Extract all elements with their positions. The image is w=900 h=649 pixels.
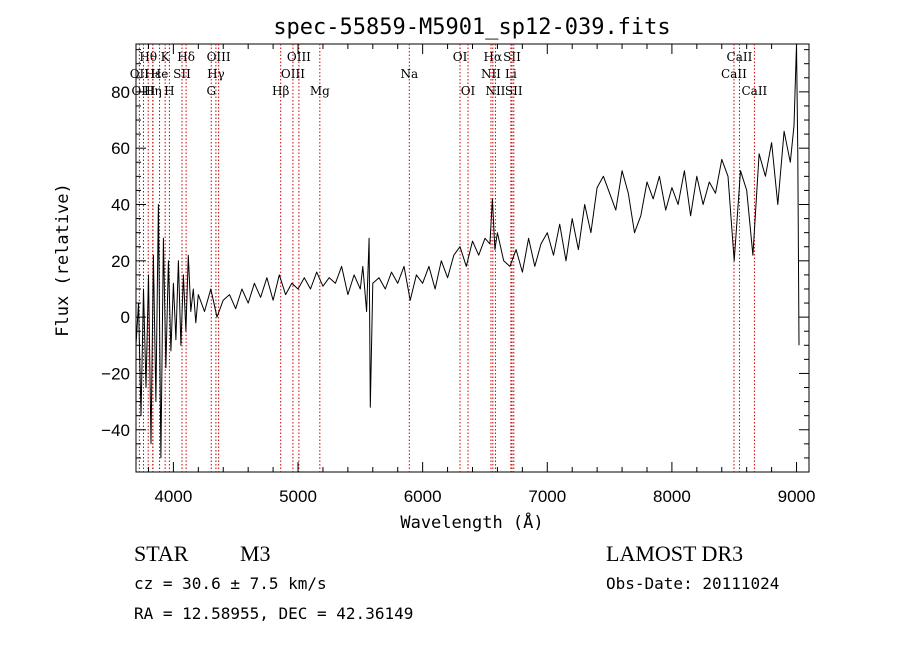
spectral-line-label: SII [173,67,191,81]
y-tick-label: 80 [111,83,130,102]
redshift-cz: cz = 30.6 ± 7.5 km/s [134,574,327,593]
spectral-line-label: Hε [144,67,161,81]
spectral-line-label: K [161,50,171,64]
x-tick-label: 7000 [528,487,566,506]
spectral-line-label: SII [505,84,523,98]
spectral-line-label: Mg [310,84,330,98]
spectral-line-label: Hη [144,84,162,98]
spectral-line-label: He [151,67,169,81]
ra-dec-coordinates: RA = 12.58955, DEC = 42.36149 [134,604,413,623]
x-tick-label: 6000 [404,487,442,506]
spectral-line-label: OI [453,50,468,64]
observation-date: Obs-Date: 20111024 [606,574,779,593]
flux-series-group [135,43,800,459]
x-tick-label: 9000 [778,487,816,506]
x-tick-label: 8000 [653,487,691,506]
spectral-line-label: OIII [207,50,231,64]
x-tick-label: 5000 [279,487,317,506]
tick-labels: 4000 5000 6000 7000 8000 9000 −40 −20 0 20 40 60 80 [101,83,815,506]
spectral-line-label: Hα [484,50,503,64]
spectral-line-label: H [164,84,174,98]
y-tick-label: −20 [101,364,130,383]
spectral-line-label: OIII [281,67,305,81]
spectral-line-label: NII [485,84,505,98]
spectral-line-label: OII [130,67,150,81]
axis-ticks [136,44,809,472]
spectral-line-label: OIII [287,50,311,64]
chart-title: spec-55859-M5901_sp12-039.fits [273,15,670,40]
spectral-lines: Hθ OII OIII Hε Hη K He H SII Hδ OIII Hγ G OIII OIII Hβ M… [130,44,768,472]
spectral-line-label: OIII [131,84,155,98]
x-axis-label: Wavelength (Å) [400,511,543,533]
spectral-line-label: SII [503,50,521,64]
spectral-line-label: Hδ [177,50,195,64]
y-tick-label: 40 [111,196,130,215]
object-subclass: M3 [240,541,271,566]
survey-name: LAMOST DR3 [606,541,743,566]
spectral-line-label: CaII [727,50,753,64]
object-class: STAR [134,541,189,566]
y-tick-label: 0 [121,308,130,327]
spectral-line-label: NII [481,67,501,81]
y-tick-label: 60 [111,139,130,158]
plot-frame [135,43,810,473]
y-axis-label: Flux (relative) [53,183,73,337]
y-tick-label: 20 [111,252,130,271]
y-tick-label: −40 [101,421,130,440]
x-tick-label: 4000 [154,487,192,506]
spectral-line-label: Li [505,67,517,81]
spectral-line-label: Hγ [207,67,225,81]
spectral-line-label: G [206,84,216,98]
spectral-line-label: OI [461,84,476,98]
spectral-line-label: Na [400,67,418,81]
spectral-line-label: Hβ [272,84,289,98]
flux-series-line [135,43,800,459]
spectral-line-label: CaII [741,84,767,98]
spectral-line-label: CaII [721,67,747,81]
spectral-line-label: Hθ [139,50,157,64]
